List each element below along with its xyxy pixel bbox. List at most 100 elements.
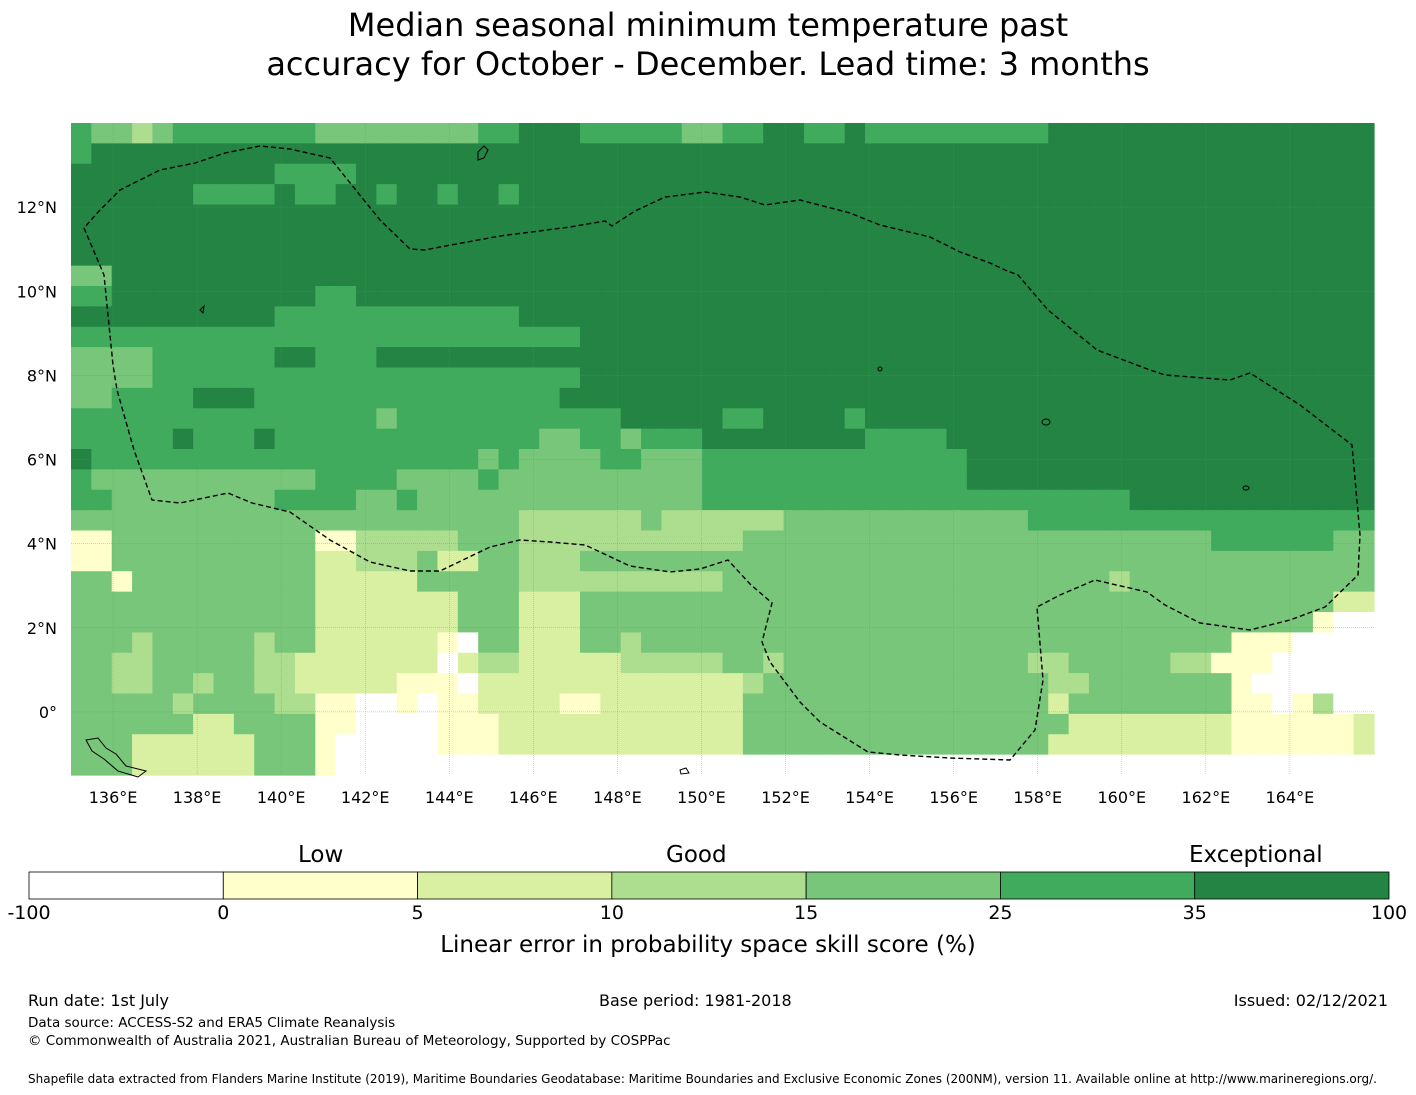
grid-cell [987, 489, 1009, 511]
grid-cell [1007, 184, 1029, 206]
grid-cell [254, 306, 276, 328]
grid-cell [905, 510, 927, 532]
grid-cell [763, 632, 785, 654]
grid-cell [1292, 347, 1314, 369]
grid-cell [437, 143, 459, 165]
grid-cell [865, 347, 886, 369]
grid-cell [579, 286, 601, 307]
grid-cell [1211, 347, 1233, 369]
grid-cell [1048, 571, 1070, 593]
grid-cell [966, 123, 988, 144]
grid-cell [1150, 612, 1172, 633]
grid-cell [1068, 693, 1090, 715]
grid-cell [824, 184, 846, 206]
grid-cell [844, 713, 866, 735]
grid-cell [498, 428, 520, 450]
grid-cell [559, 408, 581, 430]
data-source: Data source: ACCESS-S2 and ERA5 Climate … [28, 1015, 396, 1031]
grid-cell [396, 673, 418, 695]
grid-cell [844, 306, 866, 328]
grid-cell [172, 245, 194, 267]
colorbar-tick-label: 10 [599, 902, 624, 924]
grid-cell [335, 713, 357, 735]
grid-cell [966, 163, 988, 185]
grid-cell [1312, 184, 1334, 206]
grid-cell [254, 265, 276, 287]
grid-cell [905, 408, 927, 430]
grid-cell [783, 550, 805, 572]
grid-cell [233, 224, 255, 246]
grid-cell [254, 530, 276, 552]
grid-cell [417, 591, 439, 613]
grid-cell [315, 469, 337, 491]
grid-cell [1190, 204, 1212, 226]
grid-cell [722, 265, 744, 287]
grid-cell [213, 326, 235, 348]
grid-cell [763, 652, 785, 674]
grid-cell [681, 489, 703, 511]
grid-cell [865, 326, 886, 348]
grid-cell [91, 306, 113, 328]
grid-cell [335, 163, 357, 185]
grid-cell [1129, 693, 1151, 715]
grid-cell [1150, 265, 1172, 287]
grid-cell [987, 530, 1009, 552]
grid-cell [1109, 143, 1131, 165]
grid-cell [1027, 143, 1049, 165]
grid-cell [294, 591, 316, 613]
grid-cell [1272, 143, 1294, 165]
grid-cell [396, 245, 418, 267]
grid-cell [763, 265, 785, 287]
grid-cell [1312, 224, 1334, 246]
grid-cell [233, 571, 255, 593]
grid-cell [294, 754, 316, 776]
grid-cell [315, 693, 337, 715]
grid-cell [987, 693, 1009, 715]
grid-cell [1170, 530, 1192, 552]
grid-cell [1333, 367, 1355, 389]
grid-cell [722, 347, 744, 369]
grid-cell [620, 550, 642, 572]
grid-cell [702, 408, 724, 430]
grid-cell [498, 591, 520, 613]
grid-cell [559, 632, 581, 654]
grid-cell [152, 530, 174, 552]
grid-cell [824, 265, 846, 287]
grid-cell [1027, 571, 1049, 593]
grid-cell [1088, 652, 1110, 674]
grid-cell [844, 224, 866, 246]
grid-cell [946, 123, 968, 144]
grid-cell [1251, 143, 1273, 165]
grid-cell [91, 571, 113, 593]
grid-cell [1170, 652, 1192, 674]
grid-cell [579, 449, 601, 470]
grid-cell [1211, 713, 1233, 735]
grid-cell [579, 469, 601, 491]
grid-cell [518, 713, 540, 735]
grid-cell [803, 510, 825, 532]
grid-cell [294, 550, 316, 572]
grid-cell [559, 754, 581, 776]
grid-cell [1231, 245, 1253, 267]
grid-cell [457, 245, 479, 267]
grid-cell [335, 632, 357, 654]
grid-cell [559, 265, 581, 287]
grid-cell [1088, 367, 1110, 389]
grid-cell [600, 489, 622, 511]
grid-cell [661, 754, 683, 776]
grid-cell [661, 163, 683, 185]
grid-cell [1088, 693, 1110, 715]
grid-cell [865, 163, 886, 185]
grid-cell [91, 693, 113, 715]
grid-cell [1353, 184, 1375, 206]
grid-cell [1190, 347, 1212, 369]
grid-cell [681, 347, 703, 369]
grid-cell [417, 734, 439, 756]
grid-cell [1129, 224, 1151, 246]
grid-cell [885, 224, 907, 246]
eez-boundary [83, 145, 1361, 761]
grid-cell [1353, 612, 1375, 633]
grid-cell [865, 530, 886, 552]
grid-cell [1272, 387, 1294, 409]
grid-cell [1109, 408, 1131, 430]
